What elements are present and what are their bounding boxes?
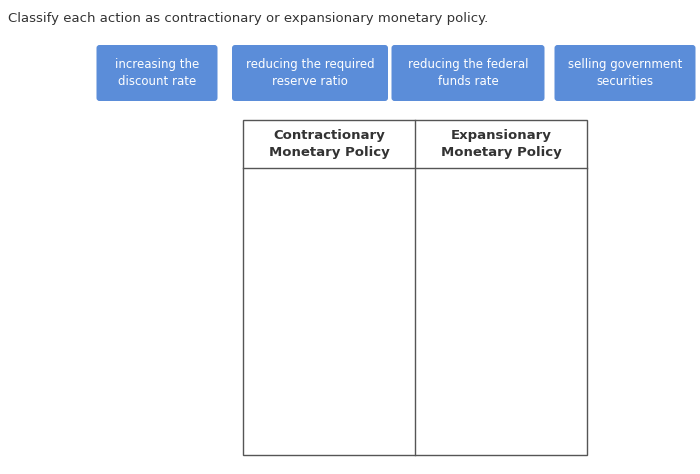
Text: increasing the
discount rate: increasing the discount rate [115, 58, 199, 88]
Text: reducing the federal
funds rate: reducing the federal funds rate [407, 58, 528, 88]
Text: Expansionary
Monetary Policy: Expansionary Monetary Policy [440, 129, 561, 159]
FancyBboxPatch shape [232, 45, 388, 101]
Text: Classify each action as contractionary or expansionary monetary policy.: Classify each action as contractionary o… [8, 12, 489, 25]
Text: Contractionary
Monetary Policy: Contractionary Monetary Policy [269, 129, 389, 159]
FancyBboxPatch shape [97, 45, 218, 101]
FancyBboxPatch shape [391, 45, 545, 101]
Text: reducing the required
reserve ratio: reducing the required reserve ratio [246, 58, 374, 88]
FancyBboxPatch shape [554, 45, 696, 101]
Text: selling government
securities: selling government securities [568, 58, 682, 88]
